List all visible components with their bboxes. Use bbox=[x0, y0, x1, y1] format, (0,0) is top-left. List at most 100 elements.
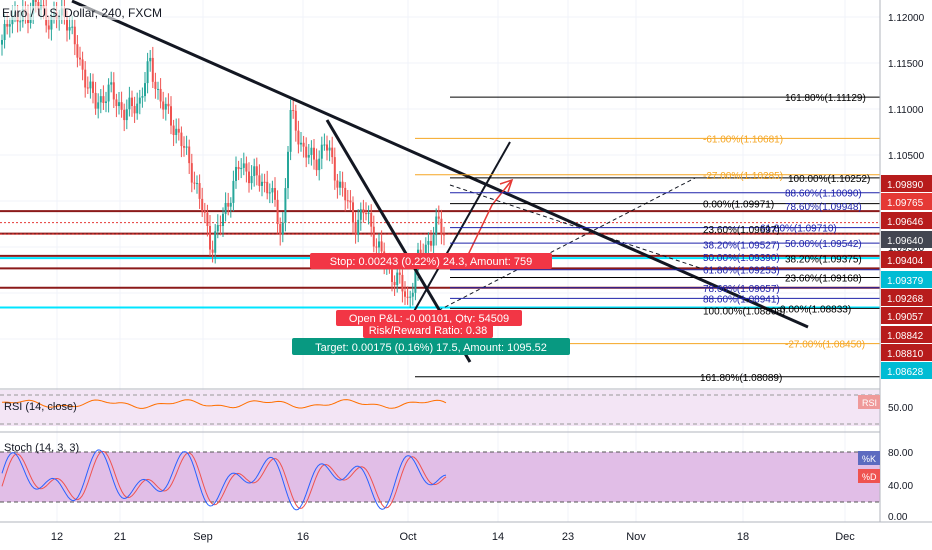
candle-body bbox=[258, 175, 261, 186]
candle-body bbox=[47, 25, 50, 30]
time-tick: 18 bbox=[737, 531, 749, 543]
candle-body bbox=[237, 166, 240, 170]
candle-body bbox=[414, 269, 417, 293]
candle-body bbox=[131, 97, 133, 107]
projection-arrowhead bbox=[499, 178, 514, 193]
candles bbox=[1, 0, 445, 308]
candle-body bbox=[339, 181, 341, 188]
candle-body bbox=[92, 81, 94, 93]
candle-body bbox=[292, 110, 295, 112]
candle-body bbox=[183, 146, 185, 148]
candle-body bbox=[144, 83, 146, 97]
fib-left-label: 100.00%(1.08808) bbox=[703, 307, 785, 318]
candle-body bbox=[172, 125, 175, 135]
price-tick: 1.09500 bbox=[888, 243, 925, 254]
candle-body bbox=[136, 103, 139, 114]
fib-right-label: 0.00%(1.08833) bbox=[780, 304, 851, 315]
candle-body bbox=[198, 183, 201, 199]
price-tag-bg bbox=[881, 231, 932, 248]
candle-body bbox=[344, 187, 347, 201]
candle-body bbox=[271, 188, 274, 193]
candle-body bbox=[315, 159, 318, 171]
stoch-d-tag-bg bbox=[858, 469, 880, 483]
time-tick: 21 bbox=[114, 531, 126, 543]
price-tick: 1.11500 bbox=[888, 59, 924, 70]
stoch-k-tag-bg bbox=[858, 451, 880, 465]
candle-body bbox=[151, 57, 154, 82]
candle-body bbox=[203, 211, 206, 213]
candle-body bbox=[219, 225, 222, 227]
position-box-rr bbox=[363, 323, 493, 338]
position-text-rr: Risk/Reward Ratio: 0.38 bbox=[369, 325, 488, 337]
price-tag-text: 1.09890 bbox=[887, 180, 924, 191]
fib-left-label: 78.60%(1.09057) bbox=[703, 284, 780, 295]
candle-body bbox=[289, 110, 292, 152]
candle-body bbox=[175, 128, 178, 135]
candle-body bbox=[305, 146, 308, 158]
candle-body bbox=[133, 106, 136, 114]
candle-body bbox=[300, 142, 302, 145]
fib-left-label: 38.20%(1.09527) bbox=[703, 241, 780, 252]
candle-body bbox=[235, 166, 237, 181]
price-tag-text: 1.09057 bbox=[887, 312, 924, 323]
candle-body bbox=[253, 166, 256, 177]
candle-body bbox=[222, 213, 224, 227]
candle-body bbox=[86, 87, 89, 89]
candle-body bbox=[76, 44, 79, 58]
candle-body bbox=[352, 202, 354, 223]
candle-body bbox=[71, 26, 74, 28]
candle-body bbox=[125, 109, 128, 121]
candle-body bbox=[196, 183, 198, 185]
candle-body bbox=[318, 158, 321, 171]
rsi-tick: 50.00 bbox=[888, 403, 913, 414]
fib-right-label: 23.60%(1.09168) bbox=[785, 274, 862, 285]
candle-body bbox=[380, 241, 383, 252]
candle-body bbox=[99, 96, 102, 103]
candle-body bbox=[120, 102, 123, 110]
candle-body bbox=[398, 272, 401, 275]
candle-body bbox=[123, 109, 126, 121]
candle-body bbox=[443, 234, 445, 236]
candle-body bbox=[346, 200, 349, 202]
time-tick: Nov bbox=[626, 531, 646, 543]
price-tag-bg bbox=[881, 326, 932, 343]
candle-body bbox=[313, 147, 315, 160]
fib-labels: 161.80%(1.11129) 100.00%(1.10252) 61.80%(1… bbox=[700, 93, 870, 384]
candle-body bbox=[107, 84, 110, 102]
candle-body bbox=[105, 101, 107, 103]
candle-body bbox=[375, 246, 378, 248]
fib-right-label: 161.80%(1.11129) bbox=[785, 93, 866, 104]
candle-body bbox=[177, 128, 180, 133]
price-tag-bg bbox=[881, 212, 932, 229]
price-tag-text: 1.08628 bbox=[887, 367, 924, 378]
rsi-tag: RSI bbox=[862, 398, 877, 408]
candle-body bbox=[1, 40, 3, 45]
candle-body bbox=[34, 0, 37, 3]
fib-left-label: 88.60%(1.10090) bbox=[785, 189, 862, 200]
stoch-tick: 0.00 bbox=[888, 512, 908, 523]
candle-body bbox=[232, 180, 235, 203]
candle-body bbox=[432, 235, 435, 246]
fib-left-label: -27.00%(1.10285) bbox=[703, 171, 783, 182]
projection-arrow bbox=[467, 179, 513, 256]
candle-body bbox=[409, 296, 412, 298]
candle-body bbox=[242, 163, 245, 168]
candle-body bbox=[190, 163, 193, 183]
candle-body bbox=[341, 181, 344, 188]
price-tag-text: 1.09765 bbox=[887, 198, 924, 209]
candle-body bbox=[261, 181, 263, 186]
trend-drawings bbox=[71, 0, 880, 378]
dashed-channel-2 bbox=[449, 184, 701, 269]
candle-body bbox=[118, 102, 120, 107]
price-tag-text: 1.09640 bbox=[887, 236, 924, 247]
fib-right-label: 38.20%(1.09375) bbox=[785, 255, 862, 266]
price-tag-text: 1.09268 bbox=[887, 294, 924, 305]
candle-body bbox=[333, 157, 336, 181]
candle-body bbox=[245, 163, 248, 172]
candle-body bbox=[157, 88, 159, 90]
candle-body bbox=[255, 166, 258, 176]
fib-left-label: 78.60%(1.09948) bbox=[785, 202, 862, 213]
price-tag-bg bbox=[881, 344, 932, 361]
position-tool[interactable]: Stop: 0.00243 (0.22%) 24.3, Amount: 759 O… bbox=[292, 253, 570, 355]
